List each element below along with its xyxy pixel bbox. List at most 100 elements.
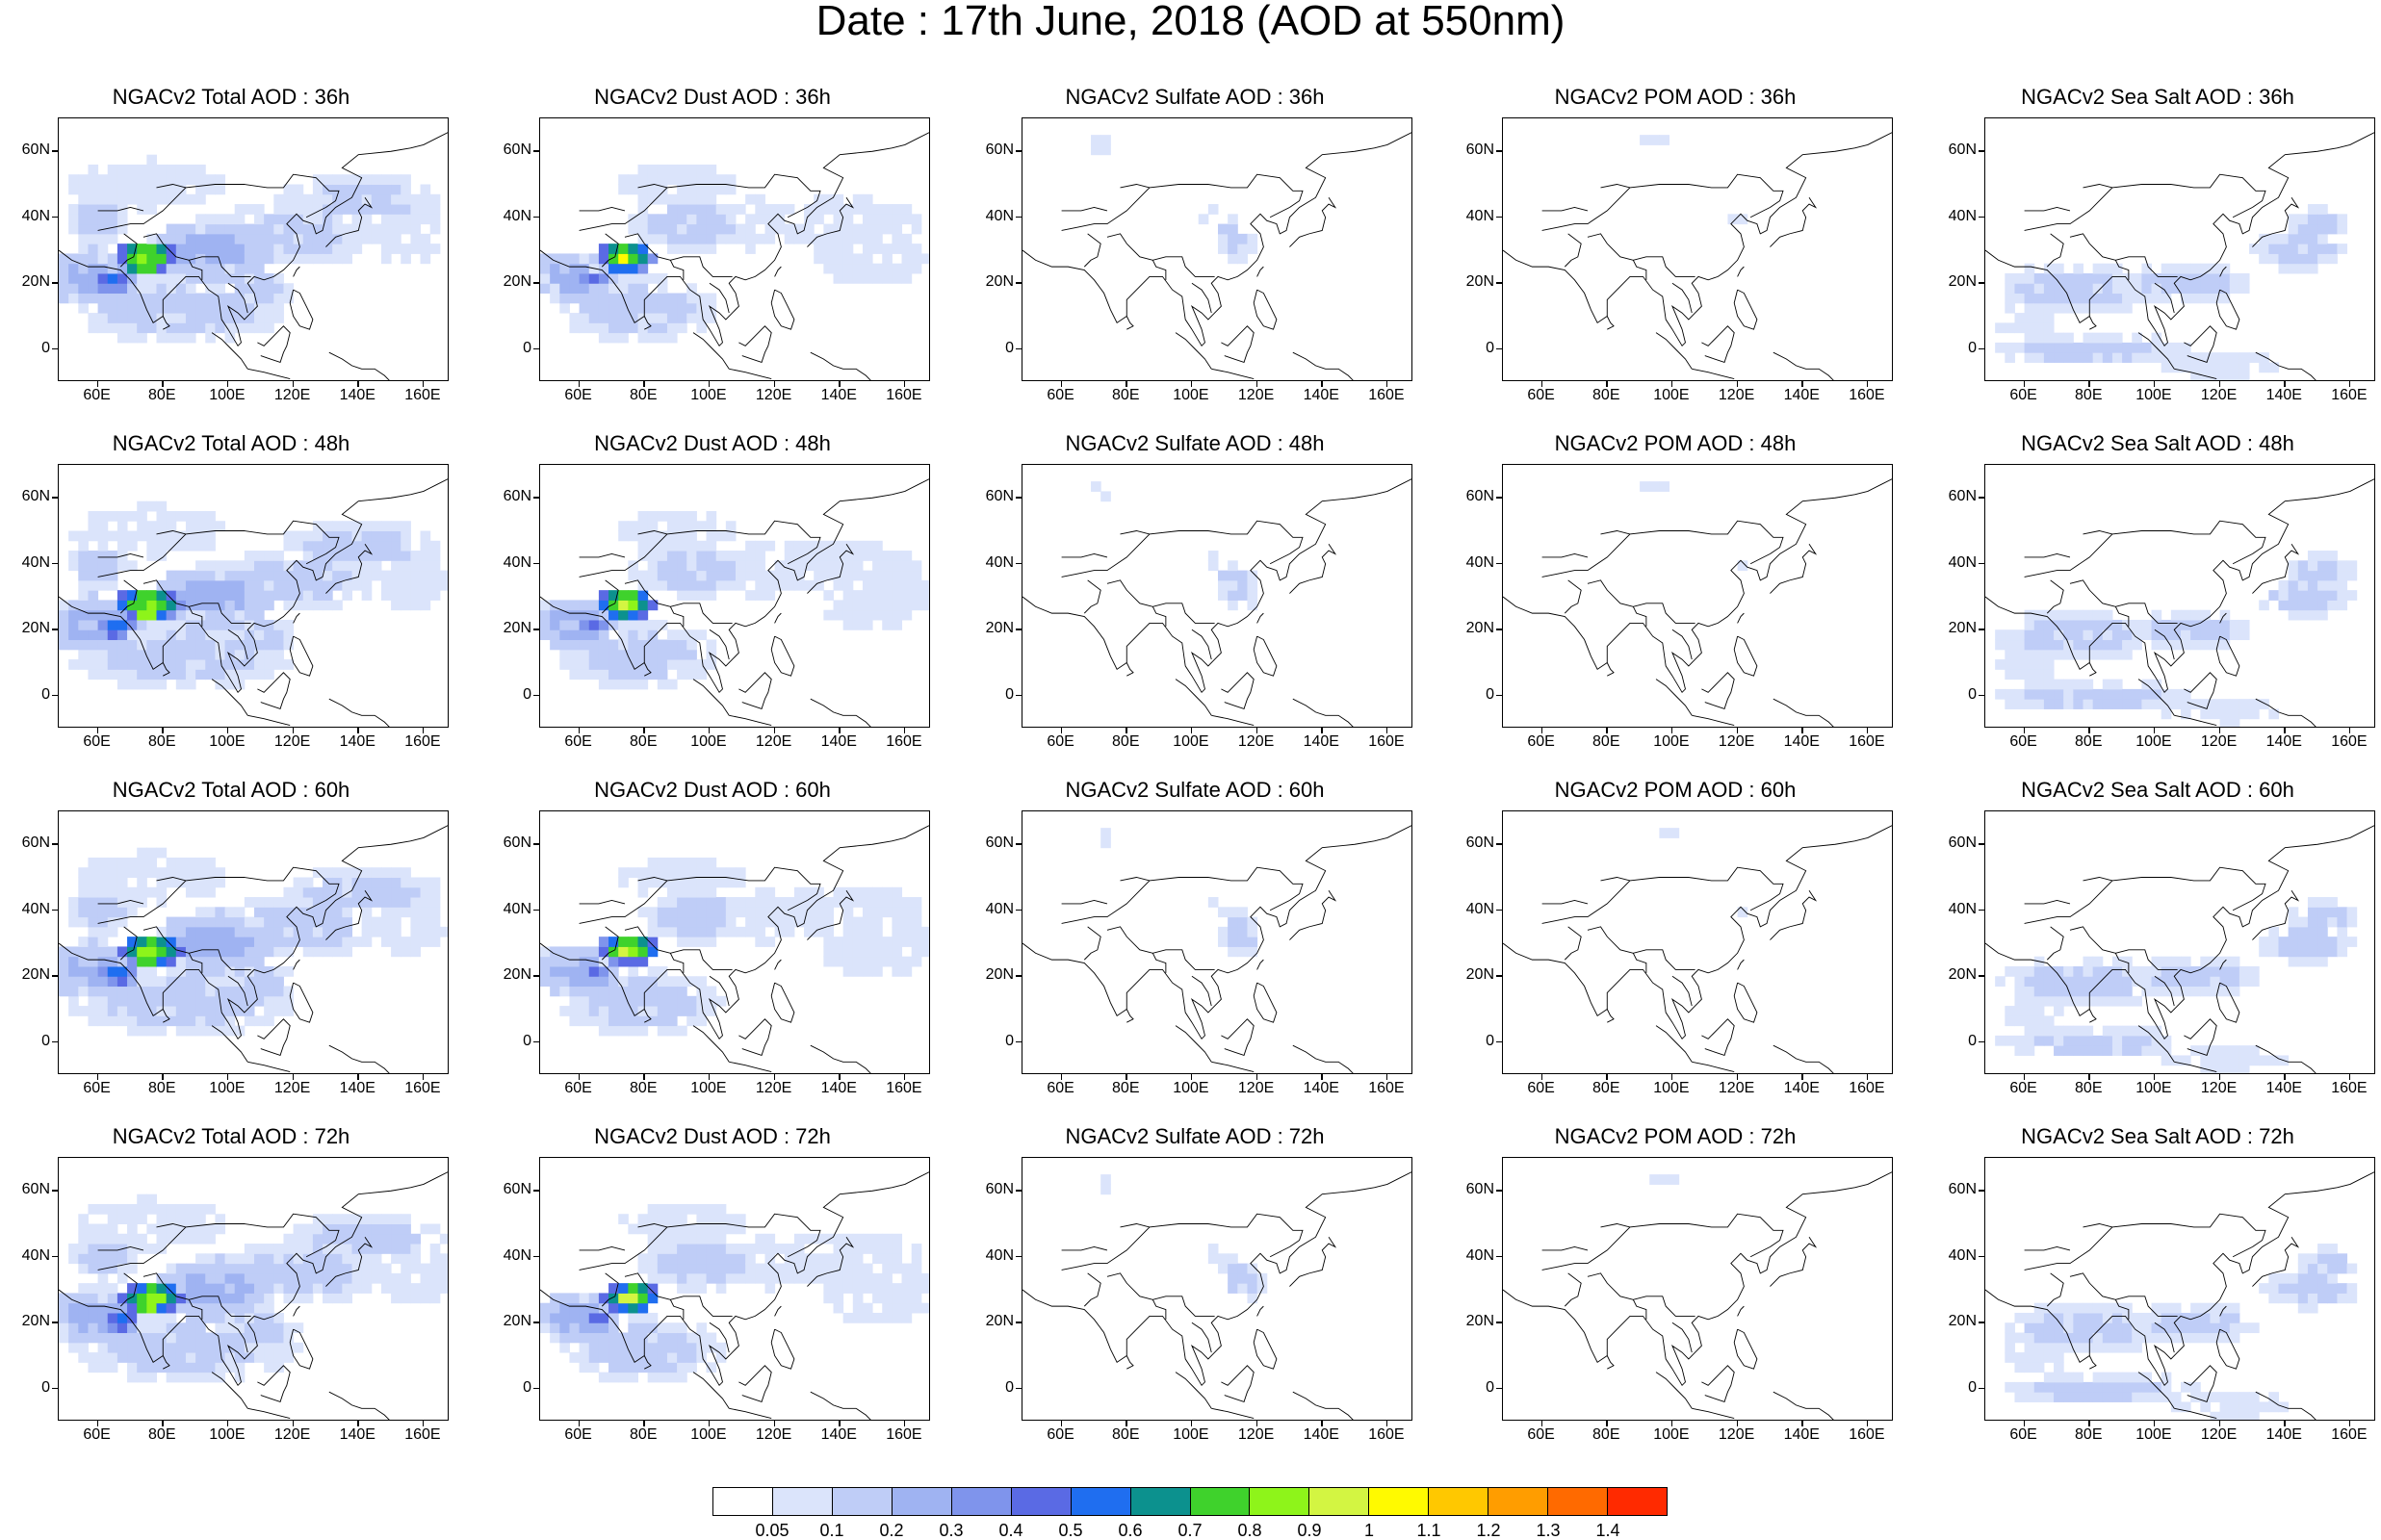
y-tick-label: 60N [1465, 1181, 1494, 1198]
aod-cell [361, 867, 373, 878]
aod-cell [2014, 688, 2026, 700]
aod-cell [137, 1362, 147, 1373]
aod-cell [628, 1302, 638, 1314]
aod-cell [2327, 551, 2338, 561]
aod-cell [254, 629, 265, 641]
aod-cell [97, 649, 109, 660]
aod-cell [224, 313, 236, 323]
aod-cell [302, 223, 314, 235]
aod-cell [2043, 965, 2055, 977]
aod-cell [2054, 639, 2064, 651]
aod-cell [2083, 342, 2094, 353]
aod-cell [579, 976, 590, 988]
coastline [2024, 553, 2071, 558]
aod-cell [569, 669, 581, 680]
aod-cell [2083, 1035, 2094, 1046]
coastline [1126, 1355, 1134, 1370]
aod-cell [234, 1263, 246, 1274]
y-tickmark [52, 150, 58, 152]
aod-cell [2083, 293, 2094, 304]
aod-cell [657, 916, 668, 928]
x-tickmark [2088, 1421, 2090, 1426]
aod-cell [137, 322, 147, 334]
aod-cell [361, 1283, 373, 1294]
aod-cell [312, 551, 324, 561]
aod-cell [2005, 688, 2015, 700]
x-tickmark [1060, 1074, 1062, 1080]
coastline [97, 1213, 340, 1270]
aod-cell [579, 302, 590, 314]
aod-cell [784, 897, 795, 908]
aod-cell [234, 560, 246, 572]
aod-cell [420, 193, 431, 205]
aod-cell [420, 1283, 431, 1294]
aod-cell [696, 313, 708, 323]
aod-cell [2043, 1035, 2055, 1046]
aod-cell [2024, 619, 2035, 630]
aod-cell [833, 1302, 844, 1314]
aod-cell [371, 1244, 382, 1254]
aod-map [1022, 1171, 1411, 1420]
aod-cell [2229, 1065, 2240, 1073]
coastline [2184, 1365, 2217, 1403]
aod-cell [2014, 1362, 2026, 1373]
aod-cell [244, 946, 255, 958]
coastline [289, 289, 314, 330]
aod-cell [745, 1244, 756, 1254]
coastline [1289, 196, 1337, 247]
aod-cell [264, 1015, 274, 1027]
aod-cell [823, 926, 834, 937]
aod-cell [882, 579, 893, 591]
aod-cell [1237, 926, 1248, 937]
aod-cell [175, 877, 187, 888]
aod-cell [146, 609, 157, 621]
aod-cell [647, 1272, 659, 1284]
aod-cell [97, 946, 109, 958]
aod-cell [351, 233, 363, 244]
aod-cell [2249, 965, 2260, 977]
aod-cell [371, 877, 382, 888]
aod-cell [166, 193, 177, 205]
aod-cell [559, 659, 570, 670]
aod-cell [78, 639, 89, 651]
aod-cell [1237, 1283, 1248, 1294]
aod-cell [804, 897, 815, 908]
aod-cell [882, 244, 893, 254]
aod-cell [2122, 1332, 2133, 1344]
aod-cell [391, 590, 401, 601]
aod-cell [127, 609, 138, 621]
aod-cell [2063, 619, 2074, 630]
aod-cell [598, 600, 609, 611]
aod-cell [215, 976, 226, 988]
aod-cell [2102, 1025, 2113, 1037]
aod-cell [696, 926, 708, 937]
aod-cell [706, 570, 717, 581]
aod-cell [2337, 590, 2348, 601]
aod-cell [686, 560, 697, 572]
aod-cell [2278, 1283, 2290, 1294]
aod-cell [2219, 1332, 2231, 1344]
aod-cell [666, 679, 678, 690]
map-panel-pom-48h: NGACv2 POM AOD : 48h 60E 80E 100E 120E 140E 16… [1444, 431, 1906, 758]
aod-cell [657, 283, 668, 295]
aod-cell [146, 956, 157, 967]
aod-cell [244, 223, 255, 235]
y-tick-label: 20N [21, 620, 50, 637]
aod-cell [175, 976, 187, 988]
aod-cell [736, 1214, 746, 1224]
aod-cell [2181, 688, 2191, 700]
x-tickmark [96, 1421, 98, 1426]
aod-cell [588, 293, 600, 304]
x-tickmark [773, 728, 775, 733]
aod-cell [2092, 1372, 2104, 1383]
aod-cell [2024, 1381, 2035, 1393]
aod-cell [2092, 352, 2104, 363]
y-tick-label: 40N [21, 900, 50, 917]
aod-cell [2259, 244, 2269, 254]
aod-cell [2111, 1322, 2123, 1334]
aod-cell [628, 956, 638, 967]
aod-cell [608, 1006, 619, 1016]
aod-cell [2111, 699, 2123, 709]
aod-cell [2111, 263, 2123, 274]
x-tick-label: 120E [755, 1080, 792, 1096]
